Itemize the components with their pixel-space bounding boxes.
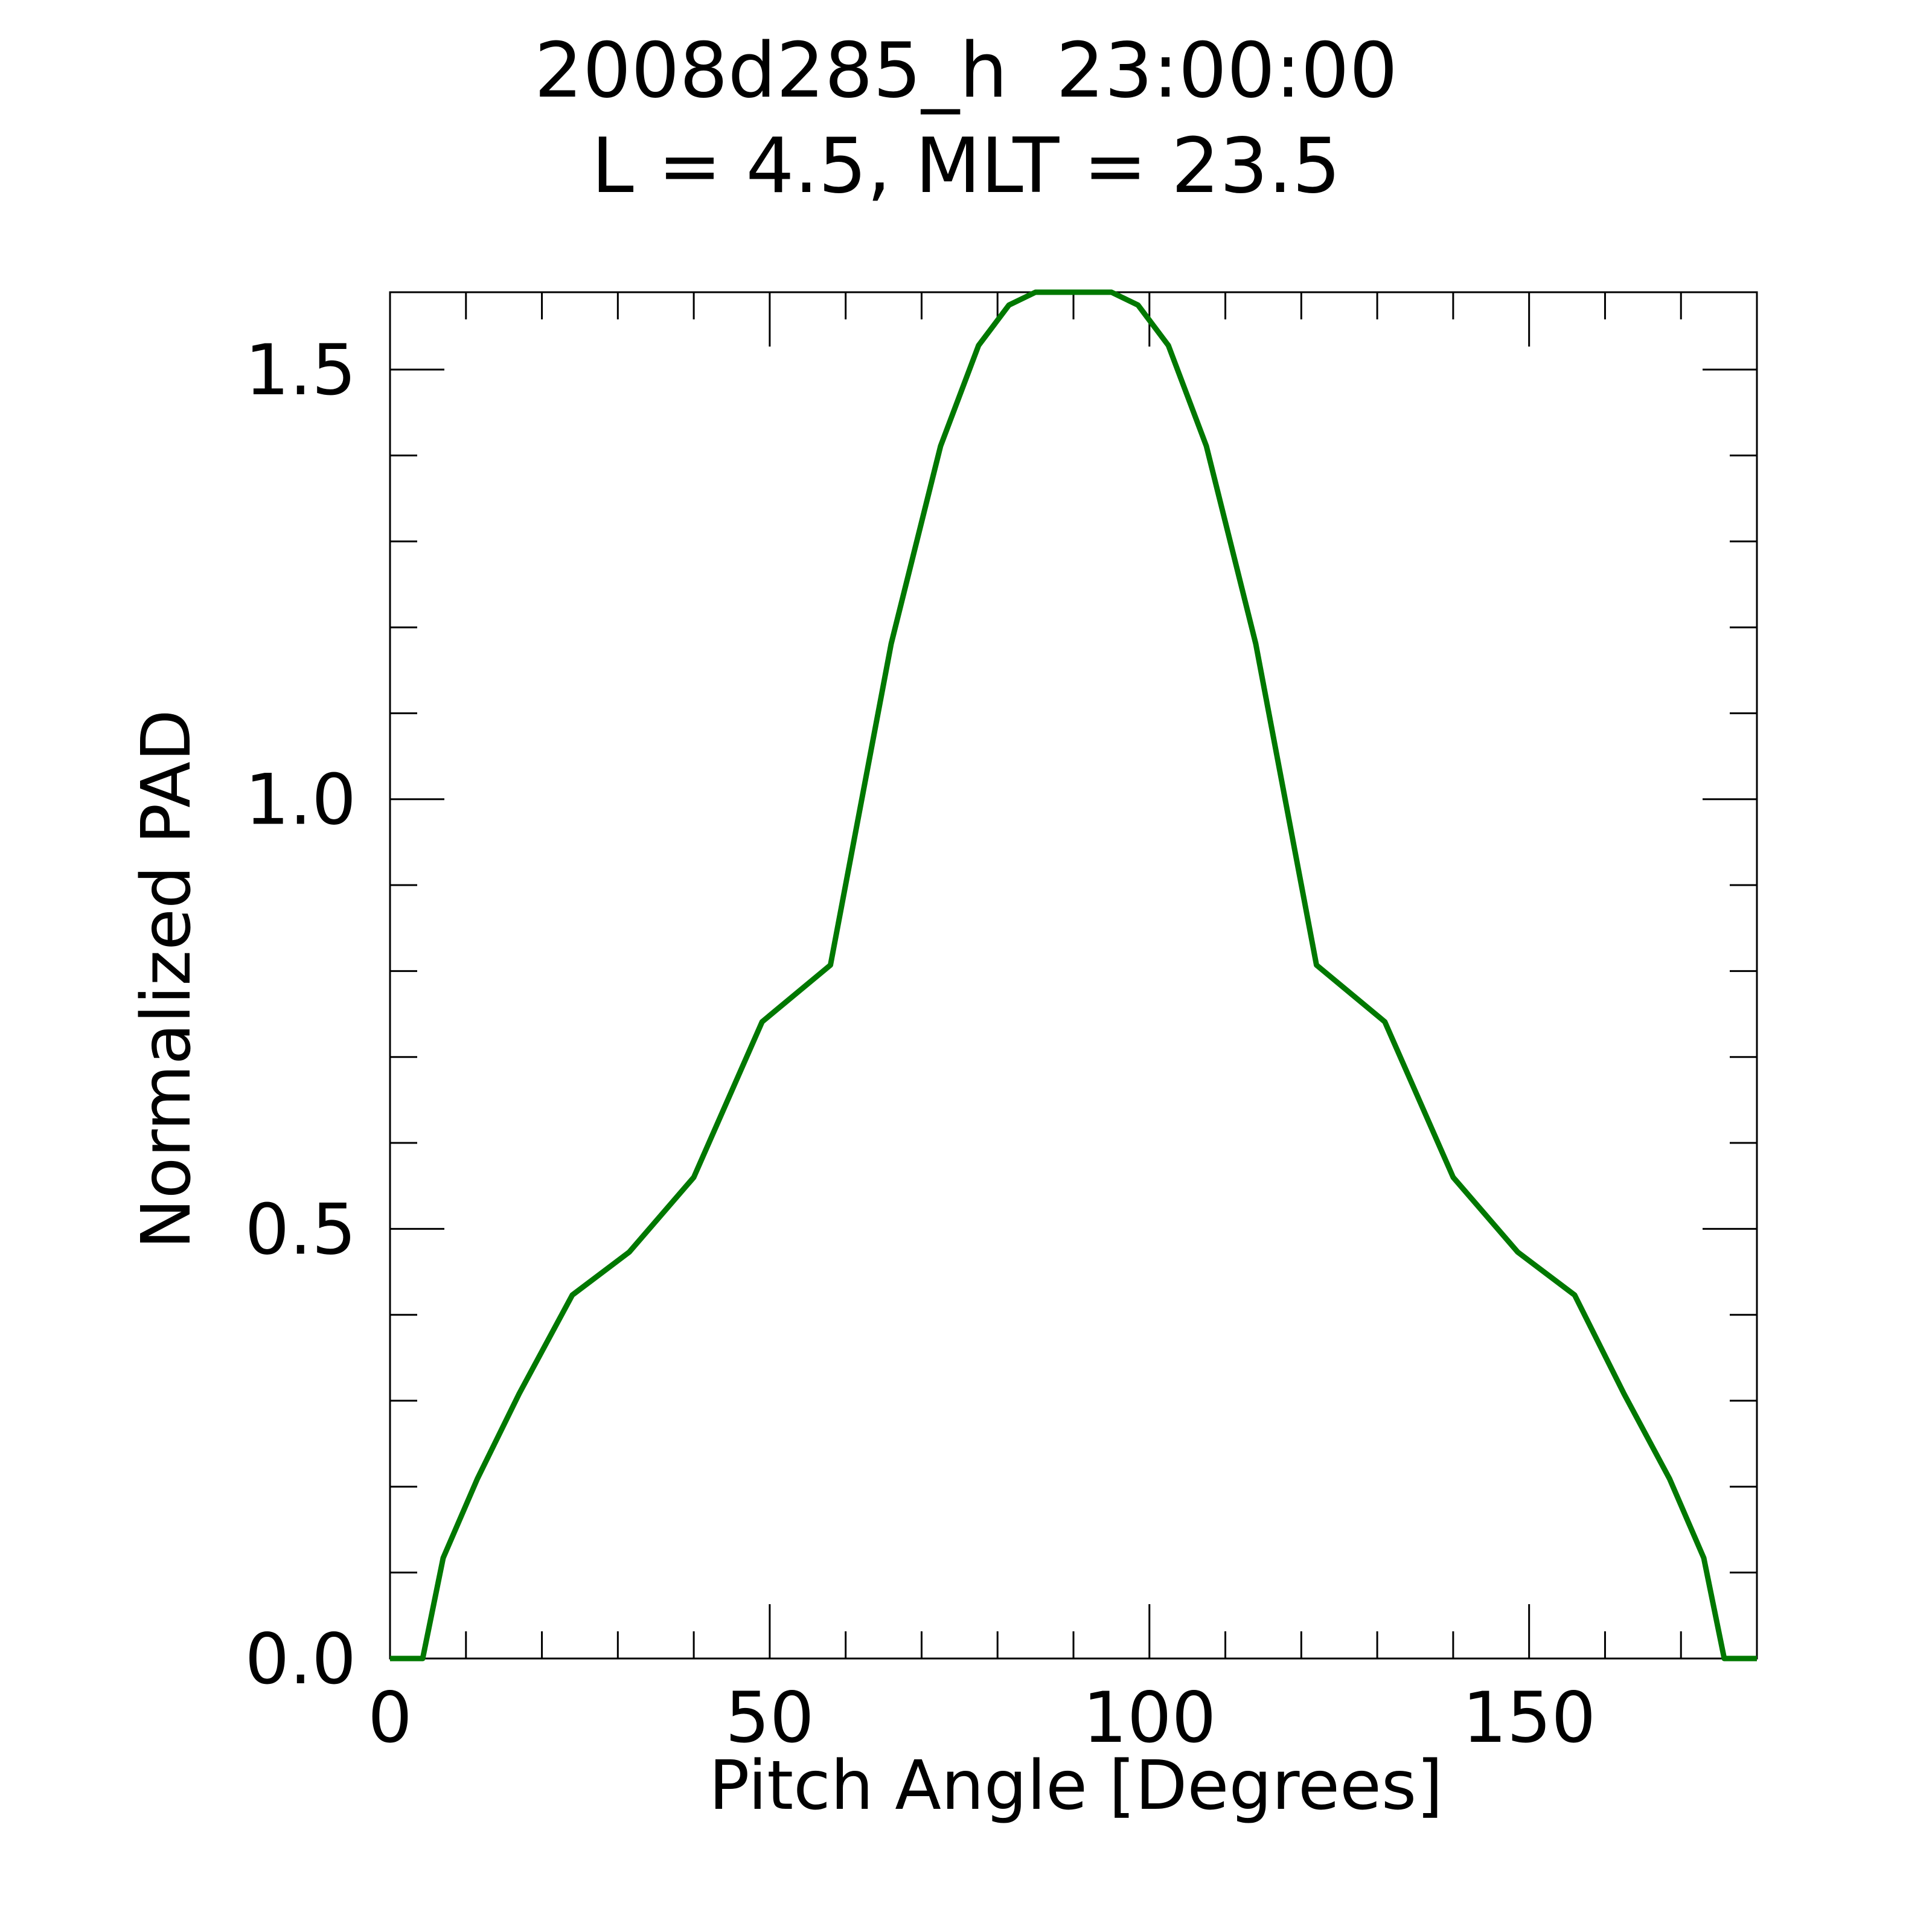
x-tick-label: 0 <box>368 1677 412 1759</box>
y-tick-label: 0.5 <box>245 1189 356 1270</box>
x-axis-label: Pitch Angle [Degrees] <box>709 1747 1443 1825</box>
y-axis-label: Normalized PAD <box>127 709 206 1249</box>
plot-area: 0 50 100 150 0.0 0.5 1.0 1.5 <box>245 289 1758 1759</box>
series-line-1 <box>390 289 1757 1662</box>
plot-frame <box>389 291 1758 1660</box>
chart-subtitle: L = 4.5, MLT = 23.5 <box>591 121 1340 210</box>
y-tick-label: 1.5 <box>245 330 356 411</box>
chart-title: 2008d285_h 23:00:00 <box>534 26 1398 115</box>
x-tick-label: 50 <box>725 1677 814 1759</box>
x-tick-label: 100 <box>1083 1677 1216 1759</box>
y-tick-label: 0.0 <box>245 1619 356 1700</box>
x-tick-label: 150 <box>1462 1677 1596 1759</box>
y-tick-label: 1.0 <box>245 760 356 841</box>
